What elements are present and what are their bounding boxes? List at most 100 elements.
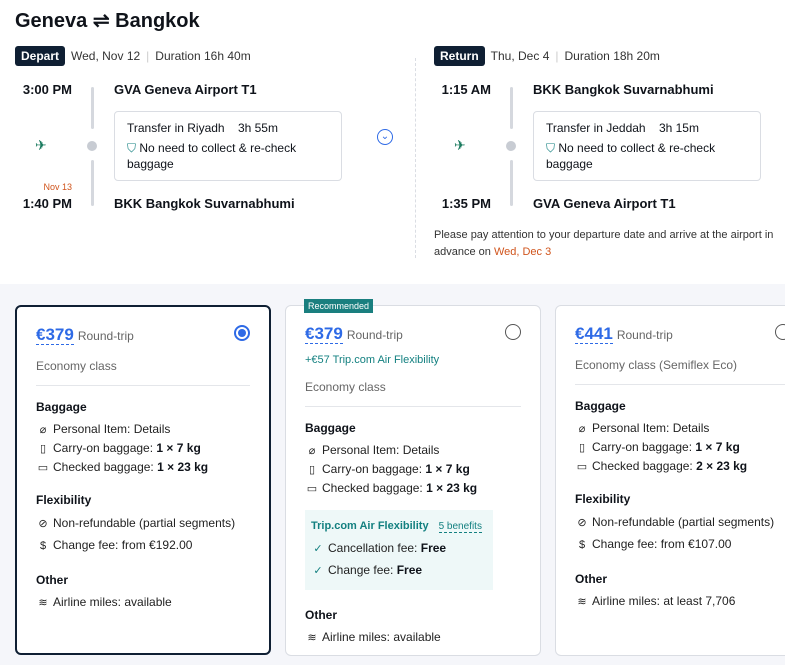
route-title: Geneva ⇌ Bangkok — [15, 8, 200, 33]
departure-notice: Please pay attention to your departure d… — [434, 227, 784, 261]
depart-badge: Depart — [15, 46, 66, 66]
personal-item: ⌀ Personal Item: Details — [305, 441, 521, 460]
luggage-icon: ▭ — [306, 483, 318, 495]
trip-type: Round-trip — [77, 329, 134, 343]
fare-price: €379 — [36, 325, 74, 345]
shield-icon: ⛉ — [546, 141, 556, 155]
notice-date: Wed, Dec 3 — [493, 246, 552, 258]
change-fee: ✓ Change fee: Free — [311, 560, 487, 582]
flexibility-box: Trip.com Air Flexibility 5 benefits ✓ Can… — [305, 510, 493, 590]
fare-price: €379 — [305, 324, 343, 344]
suitcase-icon: ▯ — [39, 443, 47, 455]
swap-arrows-icon: ⇌ — [92, 10, 110, 32]
benefits-link[interactable]: 5 benefits — [438, 521, 482, 533]
transfer-box: Transfer in Riyadh 3h 55m ⛉ No need to c… — [114, 111, 342, 181]
divider — [415, 58, 416, 258]
cabin-class: Economy class — [305, 380, 386, 394]
destination-city: Bangkok — [115, 10, 200, 32]
recheck-note: No need to collect & re-check baggage — [127, 141, 297, 171]
trip-type: Round-trip — [346, 328, 403, 342]
baggage-heading: Baggage — [36, 400, 87, 414]
addon-label: +€57 Trip.com Air Flexibility — [305, 354, 440, 366]
fare-radio[interactable] — [505, 324, 521, 340]
cancel-fee: ✓ Cancellation fee: Free — [311, 538, 487, 560]
timeline-line — [91, 160, 94, 206]
stop-icon — [87, 141, 97, 151]
transfer-box: Transfer in Jeddah 3h 15m ⛉ No need to c… — [533, 111, 761, 181]
suitcase-icon: ▯ — [308, 464, 316, 476]
change-fee: $ Change fee: from €192.00 — [36, 535, 250, 557]
flex-title: Trip.com Air Flexibility — [311, 520, 429, 532]
return-dep-airport: BKK Bangkok Suvarnabhumi — [533, 82, 714, 97]
timeline-line — [91, 87, 94, 129]
recheck-note: No need to collect & re-check baggage — [546, 141, 716, 171]
carry-on: ▯ Carry-on baggage: 1 × 7 kg — [575, 438, 785, 457]
recommended-tag: Recommended — [304, 299, 374, 313]
baggage-heading: Baggage — [575, 399, 626, 413]
flexibility-heading: Flexibility — [575, 492, 631, 506]
trip-type: Round-trip — [616, 328, 673, 342]
depart-arr-time: 1:40 PM — [22, 196, 72, 211]
return-date: Thu, Dec 4 — [490, 49, 550, 63]
ban-icon: ⊘ — [38, 518, 48, 530]
carry-on: ▯ Carry-on baggage: 1 × 7 kg — [36, 439, 250, 458]
other-heading: Other — [575, 572, 608, 586]
depart-dep-time: 3:00 PM — [22, 82, 72, 97]
timeline-line — [510, 160, 513, 206]
next-day-note: Nov 13 — [43, 182, 72, 192]
checked-bag: ▭ Checked baggage: 1 × 23 kg — [305, 479, 521, 498]
depart-header: Depart Wed, Nov 12 | Duration 16h 40m — [15, 46, 251, 66]
depart-date: Wed, Nov 12 — [71, 49, 141, 63]
timeline-line — [510, 87, 513, 129]
refund-policy: ⊘ Non-refundable (partial segments) — [575, 512, 785, 534]
return-arr-airport: GVA Geneva Airport T1 — [533, 196, 676, 211]
dollar-icon: $ — [578, 539, 586, 551]
miles-icon: ≋ — [307, 632, 317, 644]
airline-miles: ≋ Airline miles: available — [36, 593, 250, 612]
checked-bag: ▭ Checked baggage: 1 × 23 kg — [36, 458, 250, 477]
fare-price: €441 — [575, 324, 613, 344]
checked-bag: ▭ Checked baggage: 2 × 23 kg — [575, 457, 785, 476]
other-heading: Other — [36, 573, 69, 587]
change-fee: $ Change fee: from €107.00 — [575, 534, 785, 556]
return-arr-time: 1:35 PM — [441, 196, 491, 211]
transfer-time: 3h 15m — [658, 121, 699, 135]
no-bag-icon: ⌀ — [578, 423, 586, 435]
suitcase-icon: ▯ — [578, 442, 586, 454]
depart-dep-airport: GVA Geneva Airport T1 — [114, 82, 257, 97]
return-dep-time: 1:15 AM — [441, 82, 491, 97]
return-duration: Duration 18h 20m — [564, 49, 660, 63]
fare-card-3[interactable]: €441 Round-trip Economy class (Semiflex E… — [555, 305, 785, 656]
transfer-city: Transfer in Riyadh — [127, 121, 225, 135]
miles-icon: ≋ — [577, 596, 587, 608]
airline-logo-icon: ✈ — [454, 137, 466, 153]
airline-miles: ≋ Airline miles: available — [305, 628, 521, 647]
baggage-heading: Baggage — [305, 421, 356, 435]
fare-radio[interactable] — [775, 324, 785, 340]
flexibility-heading: Flexibility — [36, 493, 92, 507]
depart-arr-airport: BKK Bangkok Suvarnabhumi — [114, 196, 295, 211]
refund-policy: ⊘ Non-refundable (partial segments) — [36, 513, 250, 535]
transfer-city: Transfer in Jeddah — [546, 121, 646, 135]
personal-item: ⌀ Personal Item: Details — [575, 419, 785, 438]
cabin-class: Economy class (Semiflex Eco) — [575, 358, 738, 372]
transfer-time: 3h 55m — [237, 121, 278, 135]
shield-icon: ⛉ — [127, 141, 137, 155]
fare-radio[interactable] — [234, 325, 250, 341]
carry-on: ▯ Carry-on baggage: 1 × 7 kg — [305, 460, 521, 479]
airline-logo-icon: ✈ — [35, 137, 47, 153]
airline-miles: ≋ Airline miles: at least 7,706 — [575, 592, 785, 611]
luggage-icon: ▭ — [37, 462, 49, 474]
check-circle-icon: ✓ — [313, 543, 323, 555]
cabin-class: Economy class — [36, 359, 117, 373]
check-circle-icon: ✓ — [313, 565, 323, 577]
fare-card-1[interactable]: €379 Round-trip Economy class Baggage ⌀ Pe… — [15, 305, 271, 655]
luggage-icon: ▭ — [576, 461, 588, 473]
notice-text: Please pay attention to your departure d… — [434, 229, 774, 258]
expand-chevron-icon[interactable]: ⌄ — [377, 129, 393, 145]
ban-icon: ⊘ — [577, 517, 587, 529]
fare-card-2[interactable]: Recommended €379 Round-trip +€57 Trip.com… — [285, 299, 541, 656]
origin-city: Geneva — [15, 10, 88, 32]
dollar-icon: $ — [39, 540, 47, 552]
personal-item: ⌀ Personal Item: Details — [36, 420, 250, 439]
